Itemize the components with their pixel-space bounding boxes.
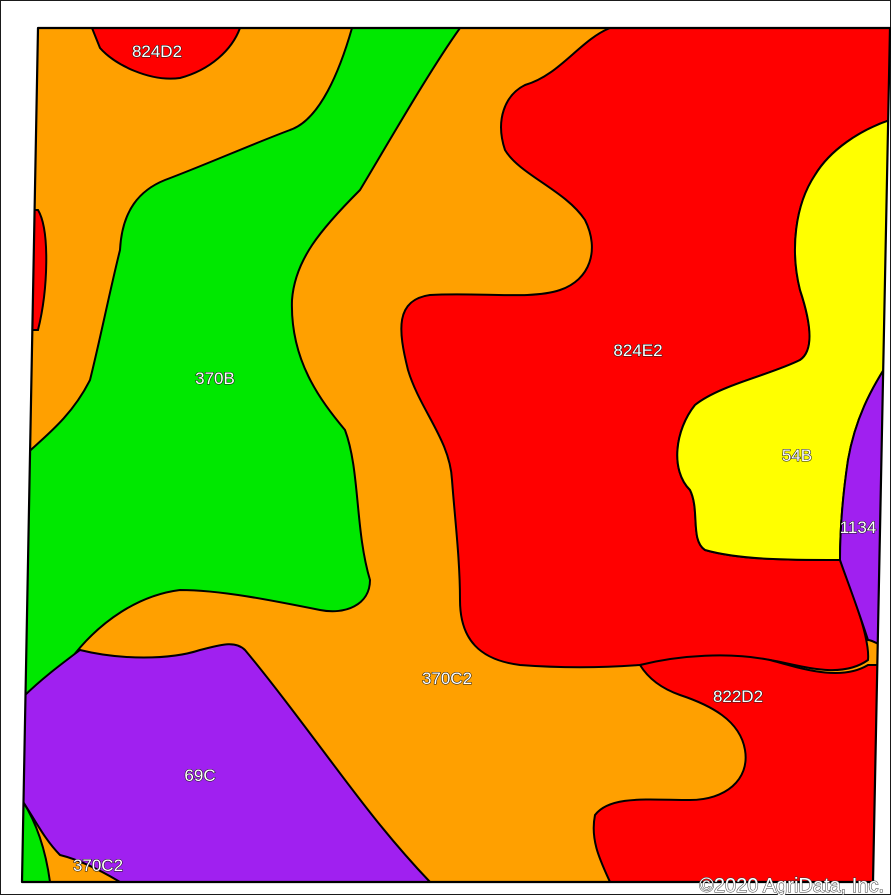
label-824E2: 824E2 [613,341,662,360]
copyright-text: ©2020 AgriData, Inc. [699,875,884,895]
label-370C2-center: 370C2 [422,669,472,688]
label-370B: 370B [195,369,235,388]
soil-unit-1134-area [838,356,890,652]
label-1134: 1134 [840,518,877,537]
soil-unit-824D2-area [90,28,242,80]
soil-unit-69C-area [22,643,433,882]
label-370C2-corner: 370C2 [73,856,123,875]
soil-unit-370B-area [22,28,462,721]
label-69C: 69C [184,766,215,785]
soil-unit-822D2-area [592,654,890,882]
label-54B: 54B [782,446,812,465]
field-boundary [20,26,891,884]
label-822D2: 822D2 [713,687,763,706]
label-824D2: 824D2 [132,42,182,61]
